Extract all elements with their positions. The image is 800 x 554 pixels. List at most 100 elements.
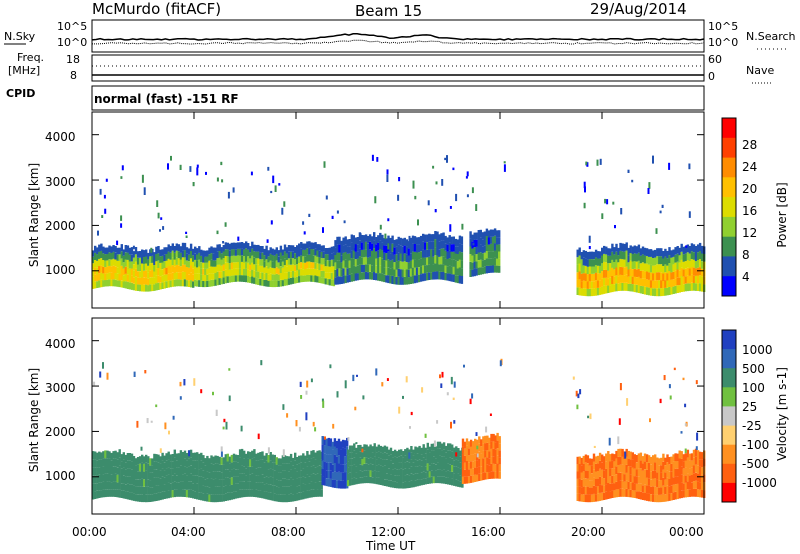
- echo-cell: [682, 276, 685, 285]
- echo-point: [188, 450, 191, 457]
- echo-cell: [432, 470, 436, 477]
- echo-cell: [641, 262, 645, 271]
- echo-cell: [373, 456, 376, 464]
- echo-cell: [649, 280, 653, 288]
- echo-cell: [234, 469, 238, 477]
- echo-cell: [426, 442, 429, 450]
- echo-cell: [271, 255, 274, 262]
- echo-point: [624, 451, 627, 459]
- echo-cell: [688, 489, 692, 497]
- echo-cell: [483, 259, 487, 267]
- echo-cell: [449, 443, 452, 451]
- echo-cell: [645, 279, 649, 288]
- echo-cell: [302, 243, 305, 250]
- echo-cell: [157, 275, 160, 283]
- echo-cell: [678, 458, 681, 467]
- echo-cell: [631, 284, 634, 292]
- echo-cell: [368, 264, 372, 272]
- echo-cell: [177, 244, 181, 252]
- echo-cell: [672, 477, 675, 485]
- echo-cell: [498, 265, 501, 273]
- echo-cell: [596, 463, 600, 471]
- echo-point: [596, 159, 599, 166]
- echo-cell: [684, 482, 687, 490]
- echo-cell: [430, 443, 433, 451]
- power-ytick: 1000: [45, 263, 76, 277]
- echo-cell: [609, 468, 612, 477]
- echo-cell: [674, 278, 677, 286]
- echo-cell: [411, 243, 415, 252]
- echo-cell: [401, 261, 404, 270]
- echo-cell: [269, 273, 272, 281]
- echo-cell: [285, 279, 289, 286]
- echo-cell: [668, 271, 671, 279]
- echo-cell: [449, 457, 452, 465]
- echo-cell: [300, 477, 303, 485]
- echo-cell: [426, 272, 429, 281]
- echo-cell: [141, 284, 144, 292]
- echo-cell: [114, 279, 117, 287]
- echo-cell: [360, 257, 364, 265]
- echo-cell: [438, 241, 441, 250]
- echo-cell: [112, 245, 115, 252]
- echo-cell: [493, 265, 497, 273]
- echo-cell: [302, 262, 305, 270]
- echo-cell: [169, 483, 172, 491]
- echo-cell: [389, 480, 393, 488]
- echo-cell: [255, 482, 258, 490]
- echo-cell: [678, 450, 681, 459]
- echo-cell: [696, 267, 700, 276]
- echo-cell: [155, 485, 158, 494]
- echo-cell: [686, 473, 690, 482]
- echo-cell: [578, 456, 581, 464]
- echo-cell: [631, 482, 634, 491]
- echo-cell: [354, 259, 358, 267]
- echo-cell: [347, 474, 350, 481]
- echo-cell: [474, 453, 477, 461]
- echo-cell: [398, 475, 401, 483]
- echo-cell: [442, 442, 446, 450]
- echo-cell: [98, 273, 101, 281]
- echo-point: [354, 406, 357, 411]
- echo-cell: [609, 454, 612, 462]
- echo-cell: [257, 452, 260, 461]
- echo-cell: [314, 459, 317, 468]
- echo-cell: [680, 268, 683, 276]
- echo-cell: [458, 275, 462, 284]
- echo-cell: [387, 449, 391, 456]
- echo-cell: [440, 443, 444, 451]
- velocity-colorbar: [721, 329, 737, 503]
- echo-cell: [444, 465, 448, 472]
- echo-point: [359, 233, 362, 237]
- echo-cell: [690, 282, 694, 291]
- echo-cell: [603, 478, 606, 486]
- echo-cell: [336, 252, 339, 261]
- echo-cell: [329, 462, 333, 471]
- echo-cell: [592, 273, 596, 282]
- echo-point: [606, 199, 609, 205]
- echo-cell: [694, 448, 698, 457]
- echo-cell: [291, 457, 295, 466]
- echo-cell: [192, 483, 195, 491]
- echo-cell: [428, 459, 431, 466]
- echo-cell: [430, 272, 433, 280]
- echo-cell: [368, 272, 372, 280]
- echo-cell: [269, 492, 272, 501]
- echo-cell: [607, 475, 610, 483]
- echo-cell: [312, 450, 315, 458]
- echo-cell: [328, 266, 331, 273]
- echo-cell: [674, 468, 677, 477]
- echo-cell: [171, 475, 174, 483]
- echo-point: [164, 422, 167, 430]
- echo-cell: [586, 455, 590, 464]
- echo-cell: [389, 474, 393, 481]
- echo-cell: [196, 460, 199, 468]
- echo-cell: [159, 478, 162, 486]
- echo-cell: [615, 243, 618, 252]
- echo-cell: [696, 244, 700, 253]
- echo-cell: [273, 462, 276, 471]
- echo-cell: [214, 471, 217, 479]
- echo-cell: [498, 258, 501, 266]
- echo-cell: [134, 268, 138, 277]
- echo-cell: [498, 237, 501, 245]
